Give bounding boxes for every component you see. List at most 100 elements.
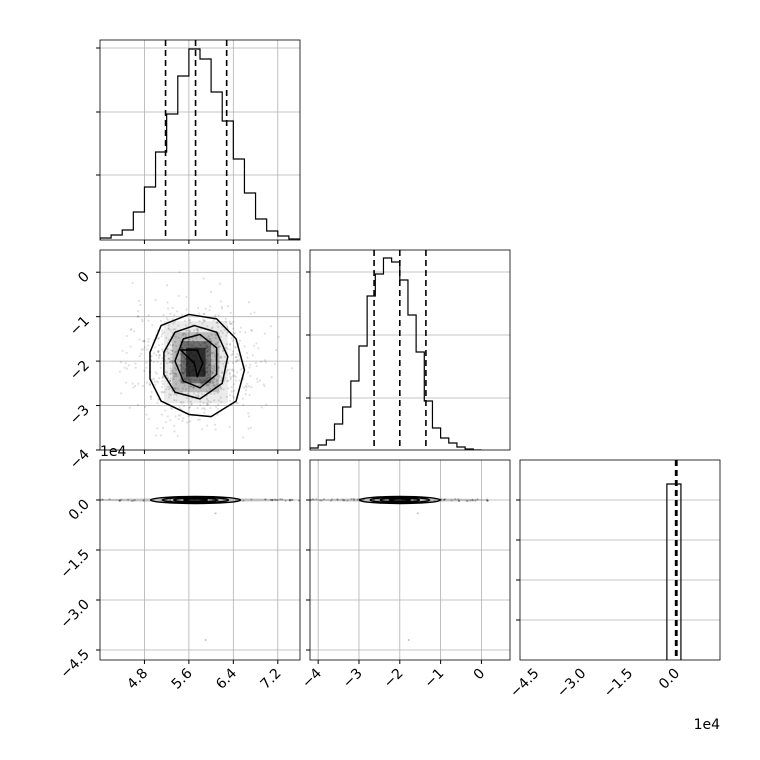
sample-point	[208, 348, 211, 351]
sample-point	[229, 399, 232, 403]
sample-point	[189, 380, 193, 383]
contour-line	[182, 498, 209, 502]
sample-point	[433, 499, 436, 502]
sample-point	[169, 353, 172, 356]
sample-point	[119, 361, 122, 364]
sample-point	[223, 328, 226, 332]
sample-point	[224, 346, 227, 349]
sample-point	[291, 499, 294, 502]
sample-point	[174, 340, 177, 344]
sample-point	[166, 385, 169, 388]
sample-point	[217, 403, 220, 406]
sample-point	[158, 377, 161, 380]
sample-point	[232, 397, 236, 400]
sample-point	[450, 499, 453, 502]
histogram-step	[100, 48, 300, 240]
sample-point	[101, 498, 104, 501]
sample-point	[210, 358, 213, 362]
sample-point	[200, 381, 203, 384]
sample-point	[206, 325, 209, 328]
sample-point	[207, 384, 210, 387]
sample-point	[150, 390, 153, 393]
sample-point	[172, 377, 175, 381]
sample-point	[203, 411, 206, 414]
sample-point	[200, 407, 204, 410]
sample-point	[132, 499, 135, 502]
sample-point	[289, 499, 292, 502]
sample-point	[168, 393, 171, 396]
sample-point	[220, 305, 223, 309]
sample-point	[209, 337, 212, 341]
sample-point	[159, 434, 162, 437]
sample-point	[184, 319, 187, 322]
sample-point	[181, 372, 184, 375]
sample-point	[188, 338, 191, 341]
sample-point	[198, 384, 201, 387]
sample-point	[173, 320, 176, 324]
sample-point	[471, 498, 474, 501]
sample-point	[207, 384, 211, 387]
sample-point	[142, 340, 146, 343]
sample-point	[228, 373, 231, 376]
sample-point	[214, 315, 217, 318]
sample-point	[169, 358, 172, 361]
sample-point	[170, 360, 173, 363]
sample-point	[166, 347, 169, 351]
sample-point	[250, 386, 253, 389]
sample-point	[180, 402, 183, 405]
y-tick-label: 0	[75, 269, 93, 287]
sample-point	[156, 381, 160, 384]
sample-point	[202, 407, 206, 410]
sample-point	[230, 337, 233, 340]
sample-point	[236, 359, 239, 362]
sample-point	[149, 395, 152, 398]
sample-point	[147, 314, 150, 317]
sample-point	[183, 360, 186, 363]
sample-point	[237, 498, 240, 501]
sample-point	[165, 284, 169, 287]
sample-point	[229, 375, 232, 378]
sample-point	[212, 364, 215, 367]
sample-point	[264, 361, 267, 364]
sample-point	[230, 322, 233, 326]
sample-point	[217, 499, 220, 502]
sample-point	[161, 390, 164, 394]
sample-point	[125, 334, 129, 338]
sample-point	[203, 380, 206, 383]
sample-point	[211, 382, 214, 385]
sample-point	[136, 403, 140, 406]
sample-point	[118, 499, 121, 502]
sample-point	[138, 338, 141, 341]
sample-point	[177, 358, 180, 361]
sample-point	[197, 395, 200, 398]
sample-point	[183, 384, 186, 387]
sample-point	[172, 328, 175, 331]
sample-point	[158, 354, 161, 357]
sample-point	[212, 346, 215, 349]
contour-line	[149, 313, 246, 418]
sample-point	[363, 498, 366, 501]
x-tick-label: 0.0	[656, 666, 683, 693]
sample-point	[336, 498, 339, 501]
sample-point	[209, 406, 212, 410]
sample-point	[242, 403, 245, 406]
sample-point	[206, 376, 209, 380]
sample-point	[181, 419, 184, 422]
sample-point	[188, 329, 191, 332]
sample-point	[167, 327, 170, 330]
histogram-step	[310, 257, 482, 450]
sample-point	[127, 364, 130, 367]
sample-point	[211, 380, 214, 383]
sample-point	[147, 344, 150, 347]
sample-point	[145, 348, 148, 351]
sample-point	[217, 366, 221, 369]
sample-point	[260, 406, 263, 409]
sample-point	[454, 498, 457, 501]
sample-point	[156, 401, 159, 405]
sample-point	[231, 339, 234, 342]
sample-point	[185, 498, 188, 501]
sample-point	[247, 301, 251, 304]
sample-point	[210, 373, 213, 376]
sample-point	[206, 355, 209, 358]
sample-point	[391, 498, 394, 501]
